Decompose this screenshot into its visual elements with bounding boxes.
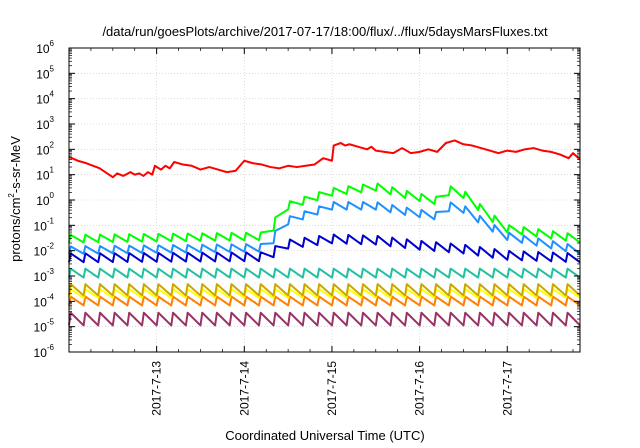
- series-line: [68, 139, 581, 179]
- y-tick-labels: 10-610-510-410-310-210-11001011021031041…: [34, 39, 55, 360]
- series-line: [68, 233, 581, 264]
- y-tick-label: 102: [36, 140, 54, 157]
- y-tick-base: 10: [34, 219, 48, 233]
- x-tick-label: 2017-7-14: [237, 361, 251, 416]
- y-axis-title-part1: protons/cm: [8, 198, 23, 262]
- y-tick-label: 104: [36, 90, 54, 107]
- x-tick-label: 2017-7-17: [500, 361, 514, 416]
- y-tick-exponent: 0: [50, 191, 55, 200]
- y-tick-base: 10: [34, 321, 48, 335]
- x-tick-label: 2017-7-13: [150, 361, 164, 416]
- y-tick-base: 10: [36, 93, 50, 107]
- series-line: [68, 201, 581, 255]
- series-line: [68, 311, 581, 327]
- y-tick-exponent: 3: [50, 115, 55, 124]
- ticks: [69, 47, 580, 353]
- y-tick-label: 10-4: [34, 292, 55, 309]
- y-axis-title-sup: 2: [7, 193, 16, 198]
- y-tick-base: 10: [34, 270, 48, 284]
- y-tick-exponent: 2: [50, 140, 55, 149]
- y-tick-label: 105: [36, 64, 54, 81]
- series-line: [68, 182, 581, 244]
- y-tick-exponent: -6: [47, 343, 55, 352]
- y-tick-label: 10-2: [34, 242, 55, 259]
- y-tick-exponent: 6: [50, 39, 55, 48]
- y-tick-base: 10: [36, 67, 50, 81]
- y-tick-base: 10: [34, 245, 48, 259]
- y-tick-label: 10-5: [34, 318, 55, 335]
- y-tick-exponent: 4: [50, 90, 55, 99]
- y-tick-label: 103: [36, 115, 54, 132]
- x-tick-label: 2017-7-15: [325, 361, 339, 416]
- y-axis-title: protons/cm2-s-sr-MeV: [7, 136, 23, 262]
- series-line: [68, 287, 581, 299]
- series-line: [68, 283, 581, 297]
- y-tick-base: 10: [36, 169, 50, 183]
- y-tick-label: 100: [36, 191, 54, 208]
- x-axis-title: Coordinated Universal Time (UTC): [225, 428, 424, 443]
- y-tick-exponent: -3: [47, 267, 55, 276]
- x-tick-labels: 2017-7-13 2017-7-14 2017-7-15 2017-7-16 2017…: [150, 361, 515, 416]
- y-tick-base: 10: [34, 295, 48, 309]
- y-tick-exponent: -1: [47, 216, 55, 225]
- y-tick-label: 106: [36, 39, 54, 56]
- y-tick-exponent: -4: [47, 292, 55, 301]
- y-tick-label: 10-6: [34, 343, 55, 360]
- y-tick-label: 10-1: [34, 216, 55, 233]
- chart-title: /data/run/goesPlots/archive/2017-07-17/1…: [102, 24, 548, 39]
- x-tick-label: 2017-7-16: [413, 361, 427, 416]
- y-tick-base: 10: [36, 194, 50, 208]
- series-layer: [68, 139, 581, 327]
- series-line: [68, 295, 581, 307]
- y-tick-base: 10: [36, 42, 50, 56]
- y-tick-base: 10: [34, 346, 48, 360]
- y-tick-exponent: -5: [47, 318, 55, 327]
- y-tick-exponent: 1: [50, 166, 55, 175]
- y-tick-label: 10-3: [34, 267, 55, 284]
- y-tick-base: 10: [36, 118, 50, 132]
- y-tick-exponent: -2: [47, 242, 55, 251]
- grid: [69, 48, 580, 352]
- y-tick-exponent: 5: [50, 64, 55, 73]
- y-axis-title-part2: -s-sr-MeV: [8, 136, 23, 193]
- y-tick-label: 101: [36, 166, 54, 183]
- y-tick-base: 10: [36, 143, 50, 157]
- series-line: [68, 267, 581, 279]
